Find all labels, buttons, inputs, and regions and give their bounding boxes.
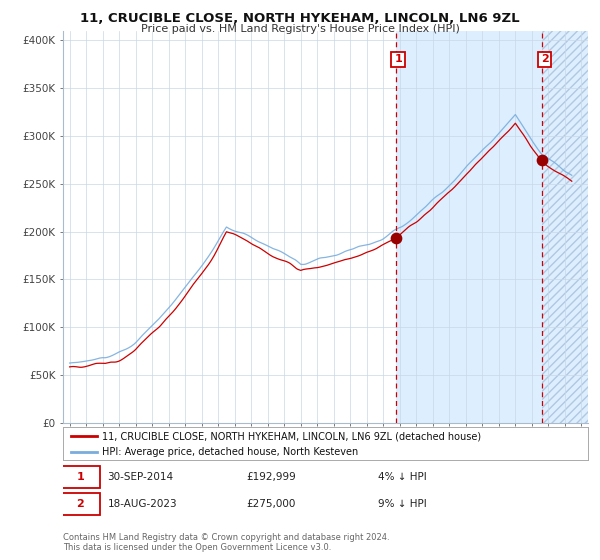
Text: 30-SEP-2014: 30-SEP-2014 (107, 472, 174, 482)
Text: £192,999: £192,999 (247, 472, 296, 482)
Text: 9% ↓ HPI: 9% ↓ HPI (378, 499, 427, 508)
Text: 2: 2 (541, 54, 548, 64)
Text: £275,000: £275,000 (247, 499, 296, 508)
Text: This data is licensed under the Open Government Licence v3.0.: This data is licensed under the Open Gov… (63, 543, 331, 552)
Text: 11, CRUCIBLE CLOSE, NORTH HYKEHAM, LINCOLN, LN6 9ZL: 11, CRUCIBLE CLOSE, NORTH HYKEHAM, LINCO… (80, 12, 520, 25)
Point (391, 234, 400, 242)
Point (538, 155, 547, 164)
Text: 4% ↓ HPI: 4% ↓ HPI (378, 472, 427, 482)
Text: 11, CRUCIBLE CLOSE, NORTH HYKEHAM, LINCOLN, LN6 9ZL (detached house): 11, CRUCIBLE CLOSE, NORTH HYKEHAM, LINCO… (103, 431, 482, 441)
Text: Contains HM Land Registry data © Crown copyright and database right 2024.: Contains HM Land Registry data © Crown c… (63, 533, 389, 542)
Text: 18-AUG-2023: 18-AUG-2023 (107, 499, 177, 508)
Text: 2: 2 (76, 499, 84, 508)
FancyBboxPatch shape (61, 493, 100, 515)
Bar (542, 31, 588, 423)
Text: 1: 1 (76, 472, 84, 482)
FancyBboxPatch shape (61, 466, 100, 488)
Text: 1: 1 (394, 54, 402, 64)
Bar (395, 31, 542, 423)
Text: HPI: Average price, detached house, North Kesteven: HPI: Average price, detached house, Nort… (103, 447, 359, 457)
Text: Price paid vs. HM Land Registry's House Price Index (HPI): Price paid vs. HM Land Registry's House … (140, 24, 460, 34)
